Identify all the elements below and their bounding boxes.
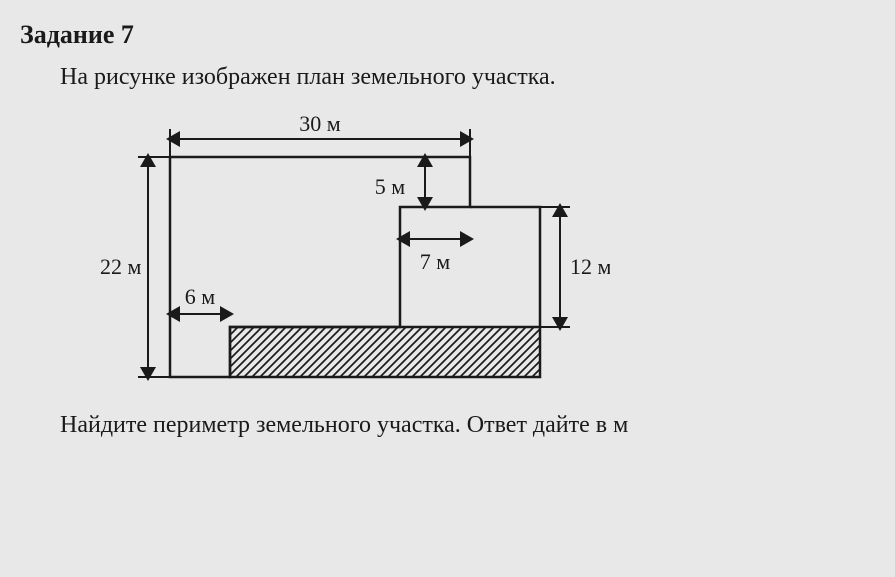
land-plot-diagram: 30 м 22 м 6 м 5 м 7 м 12 м — [90, 99, 875, 404]
plot-right-ext — [470, 207, 540, 327]
task-prompt: На рисунке изображен план земельного уча… — [60, 64, 875, 91]
task-question: Найдите периметр земельного участка. Отв… — [60, 412, 875, 439]
task-title: Задание 7 — [20, 20, 875, 50]
dim-5m-label: 5 м — [375, 174, 406, 199]
dim-7m-label: 7 м — [420, 249, 451, 274]
dim-top-label: 30 м — [299, 111, 341, 136]
dim-left-label: 22 м — [100, 254, 142, 279]
hatched-annex — [230, 327, 540, 377]
dim-6m-label: 6 м — [185, 284, 216, 309]
dim-12m-label: 12 м — [570, 254, 610, 279]
